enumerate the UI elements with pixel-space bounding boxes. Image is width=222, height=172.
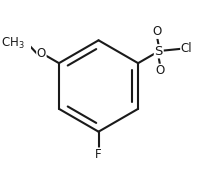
Text: CH: CH [7, 37, 24, 50]
Text: S: S [155, 45, 163, 58]
Text: F: F [95, 148, 102, 161]
Text: CH$_3$: CH$_3$ [1, 36, 24, 51]
Text: O: O [152, 25, 162, 38]
Text: Cl: Cl [181, 42, 192, 55]
Text: O: O [37, 46, 46, 60]
Text: O: O [156, 64, 165, 77]
